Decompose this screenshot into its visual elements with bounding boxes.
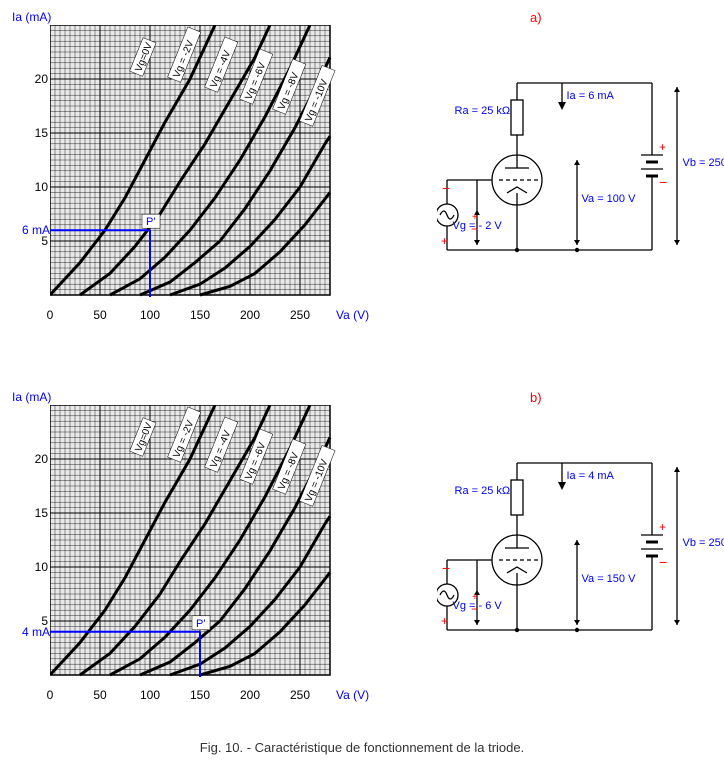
characteristic-chart: Vg=0VVg = -2VVg = -4VVg = -6VVg = -8VVg … <box>50 405 390 685</box>
va-label: Va = 150 V <box>582 573 636 585</box>
panel-b: b) Vg=0VVg = -2VVg = -4VVg = -6VVg = -8VV… <box>10 390 714 710</box>
va-label: Va = 100 V <box>582 193 636 205</box>
svg-text:−: − <box>659 174 667 190</box>
y-tick: 20 <box>20 452 48 466</box>
op-y-label: 4 mA <box>10 625 50 639</box>
x-axis-label: Va (V) <box>336 688 369 702</box>
y-axis-label: Ia (mA) <box>12 390 51 404</box>
svg-text:+: + <box>441 614 448 628</box>
x-tick: 100 <box>135 688 165 702</box>
svg-text:+: + <box>659 520 666 534</box>
x-tick: 50 <box>85 688 115 702</box>
y-tick: 15 <box>20 506 48 520</box>
x-tick: 50 <box>85 308 115 322</box>
panel-label: a) <box>530 10 542 25</box>
svg-text:+: + <box>659 140 666 154</box>
x-tick: 150 <box>185 308 215 322</box>
svg-text:+: + <box>441 234 448 248</box>
panel-label: b) <box>530 390 542 405</box>
ra-label: Ra = 25 kΩ <box>455 485 511 497</box>
x-tick: 200 <box>235 308 265 322</box>
panel-a: a) Vg=0VVg = -2VVg = -4VVg = -6VVg = -8VV… <box>10 10 714 330</box>
svg-text:−: − <box>442 180 450 196</box>
vb-label: Vb = 250 V <box>683 157 724 169</box>
figure-caption: Fig. 10. - Caractéristique de fonctionne… <box>10 740 714 755</box>
characteristic-chart: Vg=0VVg = -2VVg = -4VVg = -6VVg = -8VVg … <box>50 25 390 305</box>
x-tick: 0 <box>35 688 65 702</box>
svg-text:P': P' <box>146 216 155 228</box>
ia-label: Ia = 6 mA <box>567 90 614 102</box>
x-tick: 100 <box>135 308 165 322</box>
vb-label: Vb = 250 V <box>683 537 724 549</box>
svg-text:−: − <box>659 554 667 570</box>
y-tick: 20 <box>20 72 48 86</box>
ia-label: Ia = 4 mA <box>567 470 614 482</box>
x-tick: 250 <box>285 688 315 702</box>
x-tick: 200 <box>235 688 265 702</box>
y-tick: 15 <box>20 126 48 140</box>
x-axis-label: Va (V) <box>336 308 369 322</box>
y-tick: 10 <box>20 560 48 574</box>
x-tick: 250 <box>285 308 315 322</box>
chart-container: Vg=0VVg = -2VVg = -4VVg = -6VVg = -8VVg … <box>10 390 397 710</box>
vg-label: Vg = - 6 V <box>453 600 502 612</box>
svg-text:−: − <box>442 560 450 576</box>
x-tick: 150 <box>185 688 215 702</box>
y-axis-label: Ia (mA) <box>12 10 51 24</box>
circuit-container: −++−+−Ra = 25 kΩIa = 6 mAVg = - 2 VVa = … <box>437 65 715 315</box>
vg-label: Vg = - 2 V <box>453 220 502 232</box>
circuit-container: −++−+−Ra = 25 kΩIa = 4 mAVg = - 6 VVa = … <box>437 445 715 695</box>
svg-text:P': P' <box>196 618 205 630</box>
ra-label: Ra = 25 kΩ <box>455 105 511 117</box>
op-y-label: 6 mA <box>10 223 50 237</box>
x-tick: 0 <box>35 308 65 322</box>
y-tick: 10 <box>20 180 48 194</box>
chart-container: Vg=0VVg = -2VVg = -4VVg = -6VVg = -8VVg … <box>10 10 397 330</box>
